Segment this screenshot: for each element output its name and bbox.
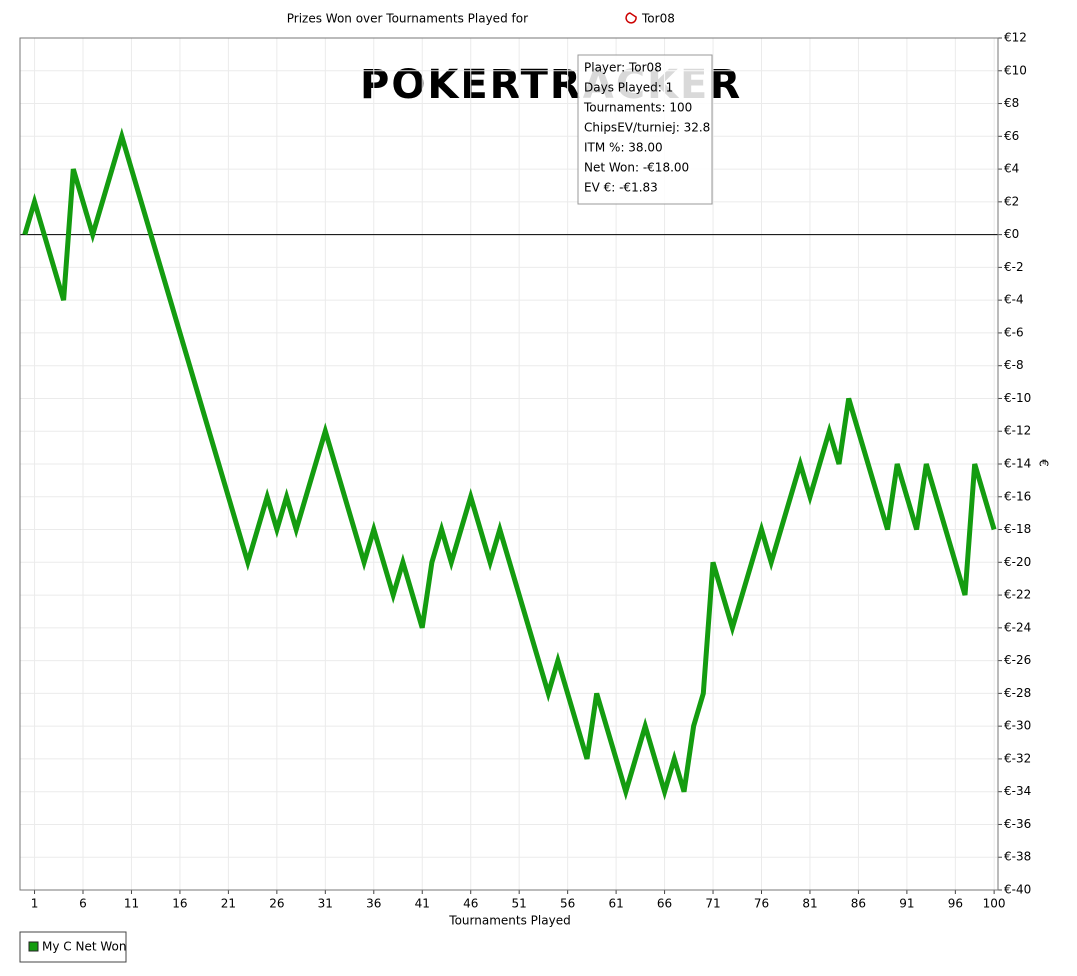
x-tick-label: 61 [608, 897, 623, 911]
y-tick-label: €4 [1004, 162, 1019, 176]
y-tick-label: €-16 [1004, 489, 1031, 503]
y-tick-label: €-36 [1004, 817, 1031, 831]
y-tick-label: €-2 [1004, 260, 1024, 274]
player-icon [625, 12, 637, 24]
x-tick-label: 26 [269, 897, 284, 911]
y-tick-label: €-32 [1004, 751, 1031, 765]
info-line: ChipsEV/turniej: 32.8 [584, 121, 710, 135]
y-tick-label: €-38 [1004, 850, 1031, 864]
info-box-frame [577, 54, 713, 205]
y-tick-label: €-18 [1004, 522, 1031, 536]
x-tick-label: 6 [79, 897, 87, 911]
x-tick-label: 41 [415, 897, 430, 911]
y-tick-label: €8 [1004, 96, 1019, 110]
x-tick-label: 91 [899, 897, 914, 911]
chart-title-player: Tor08 [641, 12, 675, 26]
y-tick-label: €-8 [1004, 358, 1024, 372]
x-tick-label: 46 [463, 897, 478, 911]
x-tick-label: 86 [851, 897, 866, 911]
y-tick-label: €-6 [1004, 325, 1024, 339]
x-tick-label: 11 [124, 897, 139, 911]
plot-border [19, 37, 999, 891]
y-tick-label: €-12 [1004, 424, 1031, 438]
y-tick-label: €-14 [1004, 457, 1031, 471]
x-tick-label: 81 [802, 897, 817, 911]
y-tick-label: €-10 [1004, 391, 1031, 405]
legend-swatch [28, 941, 39, 952]
y-tick-label: €-26 [1004, 653, 1031, 667]
x-tick-label: 1 [31, 897, 39, 911]
x-tick-label: 36 [366, 897, 381, 911]
x-tick-label: 66 [657, 897, 672, 911]
x-tick-label: 16 [172, 897, 187, 911]
y-tick-label: €12 [1004, 31, 1027, 45]
y-tick-label: €-28 [1004, 686, 1031, 700]
y-tick-label: €-30 [1004, 719, 1031, 733]
info-line: ITM %: 38.00 [584, 141, 663, 155]
y-axis-label: € [1037, 459, 1051, 467]
legend-label: My C Net Won [42, 940, 126, 954]
x-axis-label: Tournaments Played [448, 914, 570, 928]
x-tick-label: 96 [948, 897, 963, 911]
chart-title: Prizes Won over Tournaments Played for [287, 12, 528, 26]
x-tick-label: 71 [705, 897, 720, 911]
y-tick-label: €-34 [1004, 784, 1031, 798]
info-line: Net Won: -€18.00 [584, 161, 689, 175]
x-tick-label: 51 [512, 897, 527, 911]
y-tick-label: €2 [1004, 194, 1019, 208]
y-tick-label: €0 [1004, 227, 1019, 241]
y-tick-label: €6 [1004, 129, 1019, 143]
info-box: Player: Tor08 Days Played: 1 Tournaments: … [577, 54, 713, 205]
x-tick-label: 21 [221, 897, 236, 911]
info-line: Player: Tor08 [584, 61, 662, 75]
x-tick-label: 56 [560, 897, 575, 911]
y-tick-label: €-24 [1004, 620, 1031, 634]
y-tick-label: €-4 [1004, 293, 1024, 307]
info-line: EV €: -€1.83 [584, 181, 658, 195]
y-tick-label: €-22 [1004, 588, 1031, 602]
y-tick-label: €10 [1004, 63, 1027, 77]
x-tick-label: 100 [983, 897, 1006, 911]
info-line: Days Played: 1 [584, 81, 673, 95]
data-line [22, 127, 997, 801]
x-tick-label: 76 [754, 897, 769, 911]
y-tick-label: €-20 [1004, 555, 1031, 569]
y-tick-label: €-40 [1004, 883, 1031, 897]
info-line: Tournaments: 100 [583, 101, 692, 115]
x-tick-label: 31 [318, 897, 333, 911]
